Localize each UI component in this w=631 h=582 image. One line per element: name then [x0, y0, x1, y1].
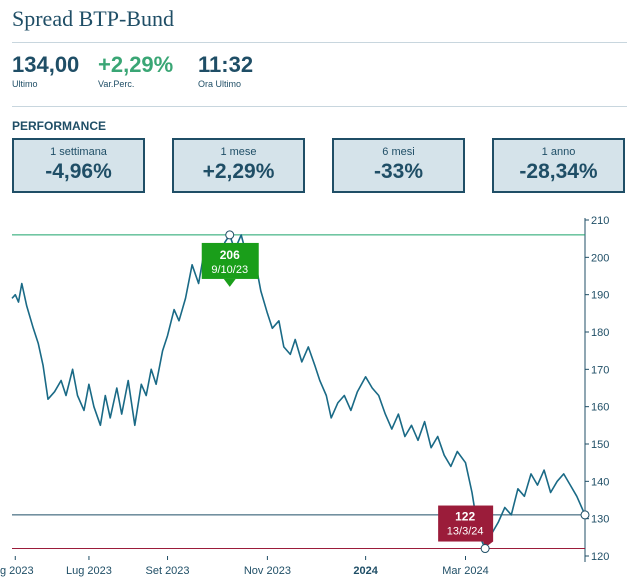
stats-divider [12, 106, 627, 107]
stat-time: 11:32 Ora Ultimo [198, 52, 253, 89]
x-tick-label: Nov 2023 [244, 565, 291, 577]
max-tag-pointer [223, 278, 236, 287]
y-tick-label: 130 [591, 514, 609, 526]
y-tick-label: 120 [591, 551, 609, 563]
last-value-marker [580, 510, 590, 520]
header-divider [12, 42, 627, 43]
perf-card-value: -28,34% [519, 160, 598, 183]
x-tick-label: Lug 2023 [66, 565, 112, 577]
stat-last-label: Ultimo [12, 79, 38, 89]
max-tag-date: 9/10/23 [211, 264, 248, 276]
min-tag-value: 122 [455, 510, 475, 524]
perf-card-label: 1 anno [541, 146, 576, 158]
perf-card-value: -33% [373, 160, 424, 183]
y-tick-label: 180 [591, 327, 609, 339]
y-tick-label: 160 [591, 402, 609, 414]
y-tick-label: 140 [591, 476, 609, 488]
stat-change-value: +2,29% [98, 52, 174, 77]
x-tick-label: 2024 [353, 565, 378, 577]
min-tag-date: 13/3/24 [447, 526, 484, 538]
performance-heading: PERFORMANCE [12, 119, 107, 133]
perf-card-1m[interactable]: 1 mese +2,29% [172, 138, 305, 193]
stat-last-value: 134,00 [12, 52, 80, 77]
perf-card-6m[interactable]: 6 mesi -33% [332, 138, 465, 193]
y-tick-label: 190 [591, 290, 609, 302]
perf-card-label: 1 settimana [50, 146, 107, 158]
y-tick-label: 170 [591, 364, 609, 376]
page-title: Spread BTP-Bund [12, 6, 174, 31]
max-tag-value: 206 [220, 248, 240, 262]
y-tick-label: 210 [591, 215, 609, 227]
max-tag [201, 242, 259, 279]
min-marker [480, 544, 490, 554]
spread-chart[interactable]: 210 200 190 180 170 160 150 140 130 120 g 2023 Lug … [0, 200, 631, 582]
x-tick-label: Mar 2024 [442, 565, 488, 577]
y-tick-label: 200 [591, 252, 609, 264]
x-tick-label: Set 2023 [146, 565, 190, 577]
stat-time-value: 11:32 [198, 52, 254, 77]
stat-time-label: Ora Ultimo [198, 79, 242, 89]
stat-change: +2,29% Var.Perc. [98, 52, 173, 89]
stat-last: 134,00 Ultimo [12, 52, 79, 89]
perf-card-label: 6 mesi [382, 146, 415, 158]
perf-card-1w[interactable]: 1 settimana -4,96% [12, 138, 145, 193]
perf-card-label: 1 mese [220, 146, 257, 158]
perf-card-value: -4,96% [45, 160, 112, 183]
series-line [11, 234, 586, 550]
perf-card-1y[interactable]: 1 anno -28,34% [492, 138, 625, 193]
y-tick-label: 150 [591, 439, 609, 451]
max-marker [225, 230, 235, 240]
stat-change-label: Var.Perc. [98, 79, 135, 89]
x-tick-label: g 2023 [0, 565, 34, 577]
min-tag [438, 505, 494, 542]
perf-card-value: +2,29% [202, 160, 275, 183]
